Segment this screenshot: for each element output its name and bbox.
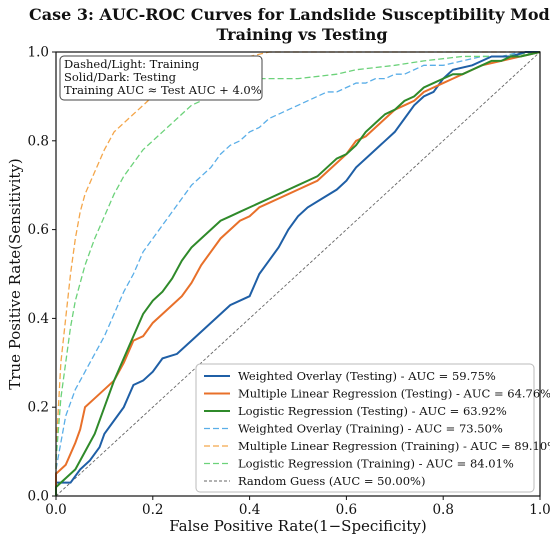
annotation-box: Dashed/Light: Training Solid/Dark: Testi… — [59, 55, 263, 101]
x-tick-label: 0.2 — [142, 502, 163, 518]
legend-label-4: Multiple Linear Regression (Training) - … — [238, 439, 550, 453]
y-axis-label: True Positive Rate(Sensitivity) — [6, 158, 24, 390]
annotation-line-3: Training AUC ≈ Test AUC + 4.0% — [64, 83, 262, 97]
plot-frame — [55, 51, 541, 497]
y-tick-label: 0.8 — [28, 133, 49, 149]
legend-label-1: Multiple Linear Regression (Testing) - A… — [238, 387, 550, 401]
legend-label-5: Logistic Regression (Training) - AUC = 8… — [238, 457, 514, 471]
legend-label-2: Logistic Regression (Testing) - AUC = 63… — [238, 404, 507, 418]
legend-label-0: Weighted Overlay (Testing) - AUC = 59.75… — [238, 369, 496, 383]
x-tick-label: 0.8 — [432, 502, 453, 518]
roc-curve-series-5 — [55, 51, 541, 496]
roc-curve-series-3 — [55, 51, 540, 496]
y-tick-label: 0.6 — [28, 222, 49, 238]
x-tick-label: 0.6 — [336, 502, 357, 518]
roc-curves — [55, 51, 541, 497]
x-tick-label: 1.0 — [529, 502, 550, 518]
chart-title: Case 3: AUC-ROC Curves for Landslide Sus… — [29, 5, 550, 24]
chart-subtitle: Training vs Testing — [216, 25, 387, 44]
legend-label-6: Random Guess (AUC = 50.00%) — [238, 474, 425, 488]
axis-ticks: 0.0 0.2 0.4 0.6 0.8 1.0 0.0 0.2 0.4 0.6 0.8 1.0 — [28, 45, 550, 519]
x-tick-label: 0.4 — [239, 502, 260, 518]
y-tick-label: 0.2 — [28, 400, 49, 416]
x-tick-label: 0.0 — [45, 502, 66, 518]
annotation-line-2: Solid/Dark: Testing — [64, 70, 177, 84]
legend: Weighted Overlay (Testing) - AUC = 59.75… — [195, 363, 550, 493]
legend-label-3: Weighted Overlay (Training) - AUC = 73.5… — [238, 422, 503, 436]
y-tick-label: 0.0 — [28, 489, 49, 505]
roc-curve-series-6 — [55, 51, 541, 497]
roc-curve-series-2 — [55, 51, 541, 496]
roc-curve-series-0 — [55, 51, 540, 496]
annotation-line-1: Dashed/Light: Training — [64, 57, 200, 71]
legend-frame — [195, 363, 535, 493]
x-axis-label: False Positive Rate(1−Specificity) — [169, 517, 426, 535]
y-tick-label: 0.4 — [28, 311, 49, 327]
y-tick-label: 1.0 — [28, 45, 49, 61]
